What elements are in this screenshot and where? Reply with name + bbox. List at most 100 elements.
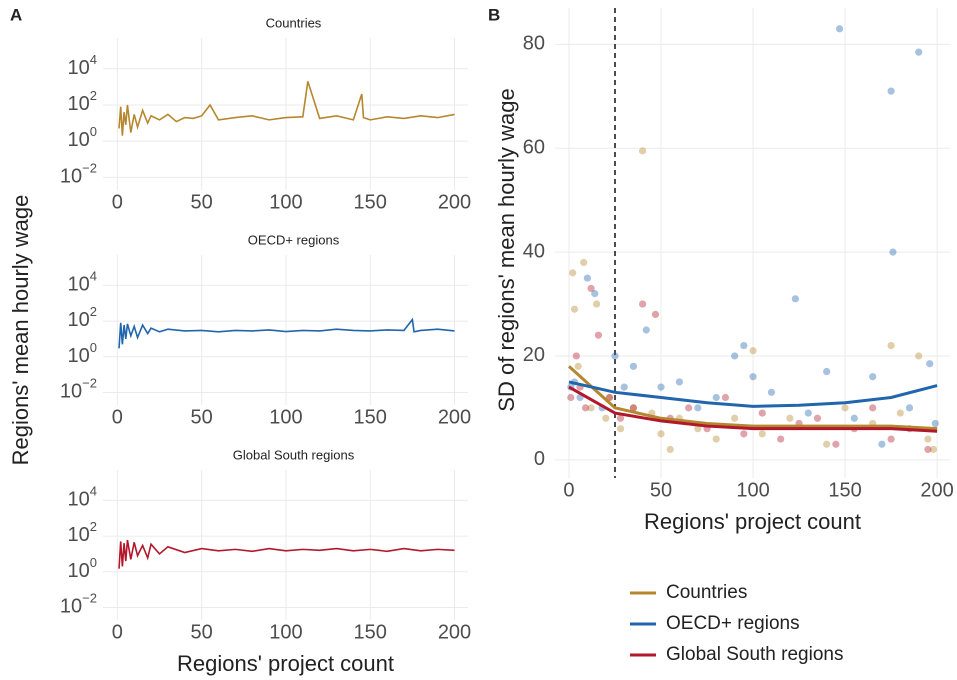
x-axis-label: Regions' project count: [644, 509, 861, 534]
y-tick-label: 104: [68, 484, 97, 511]
point: [587, 404, 595, 412]
y-tick-exponent: −2: [82, 591, 97, 606]
point: [915, 352, 923, 360]
point: [583, 274, 591, 282]
point: [758, 430, 766, 438]
point: [611, 352, 619, 360]
point: [749, 347, 757, 355]
point: [731, 352, 739, 360]
y-tick-exponent: 0: [90, 125, 97, 140]
point: [639, 300, 647, 308]
point: [567, 393, 575, 402]
panel-title: Countries: [266, 15, 322, 30]
point: [823, 440, 831, 448]
point: [931, 419, 939, 428]
y-tick-base: 10: [68, 345, 90, 367]
legend-label: Countries: [666, 582, 747, 603]
point: [629, 362, 638, 370]
point: [721, 393, 730, 402]
y-tick-exponent: 2: [90, 88, 97, 103]
y-tick-exponent: −2: [82, 376, 97, 391]
y-tick-base: 10: [68, 309, 90, 331]
x-tick-label: 0: [112, 191, 123, 213]
x-tick-label: 0: [563, 479, 574, 501]
point: [629, 404, 638, 412]
y-tick-label: 102: [68, 520, 97, 547]
y-tick-label: 80: [523, 33, 545, 55]
point: [791, 295, 799, 303]
point: [574, 362, 582, 370]
point: [915, 48, 923, 56]
x-tick-label: 200: [438, 621, 471, 643]
trend-line: [568, 380, 938, 408]
point: [629, 404, 638, 412]
y-tick-label: 60: [523, 137, 545, 159]
y-tick-exponent: 4: [90, 484, 97, 499]
point: [592, 300, 601, 308]
point: [587, 284, 595, 293]
point: [581, 404, 590, 412]
x-tick-label: 150: [354, 406, 387, 428]
panel-letter: A: [10, 5, 22, 24]
y-tick-exponent: 2: [90, 520, 97, 535]
point: [570, 305, 579, 313]
point: [887, 341, 895, 350]
x-tick-label: 50: [191, 406, 213, 428]
x-tick-label: 200: [920, 479, 953, 501]
y-tick-base: 10: [60, 381, 82, 403]
trend-line: [567, 365, 938, 431]
legend-label: OECD+ regions: [666, 613, 800, 634]
point: [767, 388, 776, 396]
x-tick-label: 150: [828, 479, 861, 501]
point: [651, 310, 660, 319]
point: [602, 414, 610, 422]
point: [924, 445, 932, 454]
y-tick-label: 20: [523, 344, 545, 366]
point: [616, 425, 625, 433]
point: [813, 414, 822, 422]
x-tick-label: 100: [269, 191, 302, 213]
x-axis-label: Regions' project count: [177, 651, 394, 676]
y-tick-label: 0: [534, 448, 545, 470]
y-tick-base: 10: [60, 596, 82, 618]
point: [569, 269, 577, 277]
y-tick-exponent: 0: [90, 340, 97, 355]
x-tick-label: 150: [354, 621, 387, 643]
point: [749, 373, 757, 381]
x-tick-label: 100: [269, 621, 302, 643]
y-axis-label: Regions' mean hourly wage: [8, 195, 33, 466]
y-tick-label: 40: [523, 240, 545, 262]
point: [832, 440, 840, 448]
y-axis-label: SD of regions' mean hourly wage: [494, 88, 519, 411]
point: [685, 404, 693, 412]
point: [639, 147, 647, 155]
x-tick-label: 0: [112, 621, 123, 643]
y-tick-base: 10: [68, 274, 90, 296]
point: [841, 404, 849, 412]
point: [657, 383, 665, 391]
point: [594, 331, 603, 339]
point: [580, 258, 588, 267]
point: [887, 87, 895, 95]
x-tick-label: 50: [650, 479, 672, 501]
y-tick-label: 10−2: [60, 161, 97, 188]
y-tick-exponent: −2: [82, 161, 97, 176]
point: [887, 435, 895, 443]
point: [675, 378, 684, 386]
y-tick-exponent: 4: [90, 52, 97, 67]
point: [758, 409, 766, 417]
point: [642, 326, 650, 334]
point: [694, 404, 702, 412]
point: [929, 445, 938, 454]
y-tick-label: 102: [68, 88, 97, 115]
data-line: [118, 317, 455, 349]
y-tick-label: 100: [68, 125, 97, 152]
point: [835, 25, 844, 33]
point: [926, 360, 934, 368]
y-tick-base: 10: [68, 93, 90, 115]
x-tick-label: 150: [354, 191, 387, 213]
x-tick-label: 50: [191, 621, 213, 643]
y-tick-base: 10: [68, 129, 90, 151]
point: [666, 445, 674, 454]
point: [878, 440, 886, 448]
